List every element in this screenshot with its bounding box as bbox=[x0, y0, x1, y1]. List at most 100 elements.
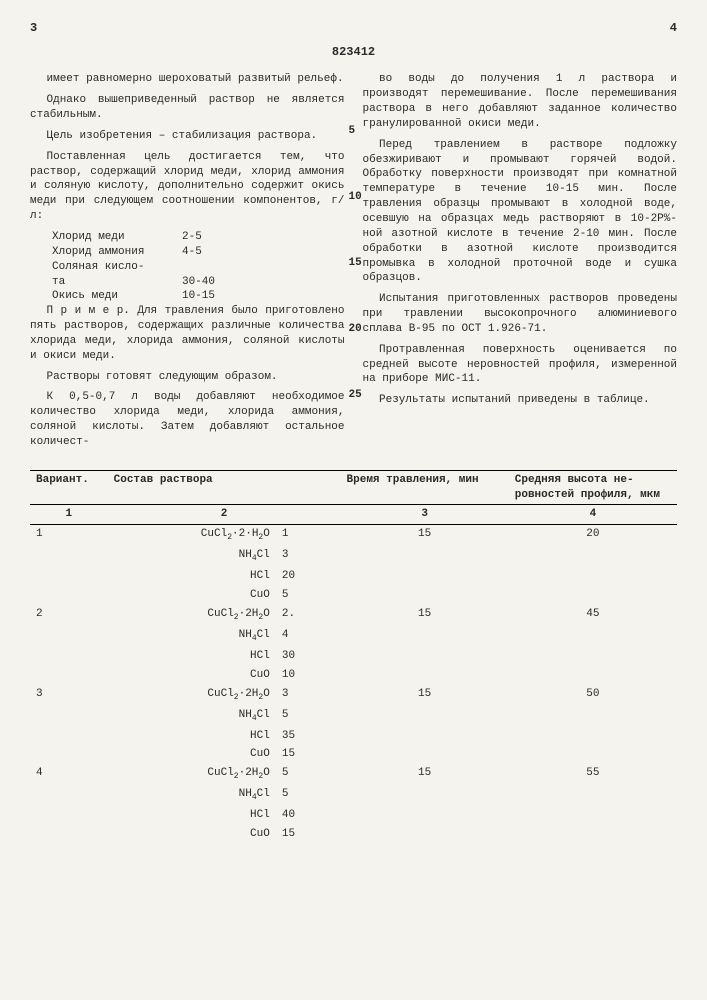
cell-time: 15 bbox=[341, 685, 509, 706]
table-row: NH4Cl5 bbox=[30, 706, 677, 727]
line-number: 20 bbox=[349, 322, 362, 337]
cell-variant bbox=[30, 647, 108, 666]
cell-variant bbox=[30, 567, 108, 586]
cell-formula: NH4Cl bbox=[108, 546, 276, 567]
cell-time bbox=[341, 666, 509, 685]
cell-amount: 30 bbox=[276, 647, 341, 666]
cell-time bbox=[341, 586, 509, 605]
cell-time bbox=[341, 825, 509, 844]
cell-variant bbox=[30, 825, 108, 844]
cell-height: 55 bbox=[509, 764, 677, 785]
para: Растворы готовят следующим образом. bbox=[30, 370, 345, 385]
document-number: 823412 bbox=[30, 44, 677, 60]
para: Поставленная цель достигается тем, что р… bbox=[30, 150, 345, 224]
cell-time: 15 bbox=[341, 764, 509, 785]
cell-height: 50 bbox=[509, 685, 677, 706]
line-number: 10 bbox=[349, 190, 362, 205]
cell-height bbox=[509, 567, 677, 586]
cell-amount: 3 bbox=[276, 685, 341, 706]
cell-amount: 2. bbox=[276, 605, 341, 626]
text-columns: имеет равномерно шероховатый развитый ре… bbox=[30, 72, 677, 455]
cell-time bbox=[341, 647, 509, 666]
cell-height: 20 bbox=[509, 525, 677, 546]
cell-time: 15 bbox=[341, 605, 509, 626]
cell-formula: HCl bbox=[108, 647, 276, 666]
cell-variant bbox=[30, 745, 108, 764]
cell-amount: 3 bbox=[276, 546, 341, 567]
para: имеет равномерно шероховатый развитый ре… bbox=[30, 72, 345, 87]
cell-variant: 1 bbox=[30, 525, 108, 546]
cell-amount: 5 bbox=[276, 586, 341, 605]
cell-height bbox=[509, 785, 677, 806]
right-column: 5 10 15 20 25 во воды до получения 1 л р… bbox=[363, 72, 678, 455]
cell-height bbox=[509, 647, 677, 666]
cell-height bbox=[509, 825, 677, 844]
table-row: CuO10 bbox=[30, 666, 677, 685]
table-row: HCl35 bbox=[30, 727, 677, 746]
table-row: 2CuCl2·2H2O2.1545 bbox=[30, 605, 677, 626]
cell-height bbox=[509, 727, 677, 746]
line-number: 5 bbox=[349, 124, 356, 139]
cell-time bbox=[341, 706, 509, 727]
cell-time bbox=[341, 727, 509, 746]
cell-variant: 4 bbox=[30, 764, 108, 785]
cell-height bbox=[509, 586, 677, 605]
cell-amount: 4 bbox=[276, 626, 341, 647]
cell-time bbox=[341, 626, 509, 647]
results-table: Вариант. Состав раствора Время травления… bbox=[30, 470, 677, 844]
para: Протравленная поверхность оценивается по… bbox=[363, 343, 678, 388]
cell-formula: CuO bbox=[108, 745, 276, 764]
cell-amount: 40 bbox=[276, 806, 341, 825]
cell-formula: NH4Cl bbox=[108, 626, 276, 647]
cell-height bbox=[509, 706, 677, 727]
table-row: 1CuCl2·2·H2O11520 bbox=[30, 525, 677, 546]
table-row: NH4Cl3 bbox=[30, 546, 677, 567]
left-column: имеет равномерно шероховатый развитый ре… bbox=[30, 72, 345, 455]
cell-formula: CuO bbox=[108, 586, 276, 605]
line-number: 25 bbox=[349, 388, 362, 403]
colnum: 2 bbox=[108, 505, 341, 525]
th-variant: Вариант. bbox=[30, 470, 108, 505]
cell-time: 15 bbox=[341, 525, 509, 546]
colnum: 1 bbox=[30, 505, 108, 525]
cell-height bbox=[509, 666, 677, 685]
cell-time bbox=[341, 546, 509, 567]
cell-amount: 15 bbox=[276, 745, 341, 764]
para: Испытания приготовленных растворов прове… bbox=[363, 292, 678, 337]
left-page-num: 3 bbox=[30, 20, 37, 36]
para: П р и м е р. Для травления было приготов… bbox=[30, 304, 345, 363]
cell-formula: HCl bbox=[108, 806, 276, 825]
para: Результаты испытаний приведены в таблице… bbox=[363, 393, 678, 408]
cell-variant bbox=[30, 785, 108, 806]
component-list: Хлорид меди2-5 Хлорид аммония4-5 Соляная… bbox=[52, 230, 345, 304]
para: Однако вышеприведенный раствор не являет… bbox=[30, 93, 345, 123]
para: Цель изобретения – стабилизация раствора… bbox=[30, 129, 345, 144]
cell-formula: CuO bbox=[108, 825, 276, 844]
table-row: NH4Cl5 bbox=[30, 785, 677, 806]
cell-height bbox=[509, 745, 677, 764]
cell-formula: NH4Cl bbox=[108, 785, 276, 806]
cell-formula: HCl bbox=[108, 567, 276, 586]
cell-variant bbox=[30, 727, 108, 746]
table-row: CuO15 bbox=[30, 745, 677, 764]
colnum: 4 bbox=[509, 505, 677, 525]
cell-time bbox=[341, 745, 509, 764]
table-row: CuO15 bbox=[30, 825, 677, 844]
cell-height: 45 bbox=[509, 605, 677, 626]
cell-variant bbox=[30, 586, 108, 605]
cell-height bbox=[509, 626, 677, 647]
cell-formula: CuCl2·2H2O bbox=[108, 685, 276, 706]
cell-amount: 20 bbox=[276, 567, 341, 586]
table-row: HCl20 bbox=[30, 567, 677, 586]
cell-variant bbox=[30, 666, 108, 685]
th-composition: Состав раствора bbox=[108, 470, 341, 505]
table-row: HCl30 bbox=[30, 647, 677, 666]
cell-variant: 2 bbox=[30, 605, 108, 626]
cell-variant bbox=[30, 626, 108, 647]
cell-formula: CuCl2·2·H2O bbox=[108, 525, 276, 546]
cell-amount: 15 bbox=[276, 825, 341, 844]
cell-variant bbox=[30, 706, 108, 727]
cell-amount: 35 bbox=[276, 727, 341, 746]
cell-variant: 3 bbox=[30, 685, 108, 706]
para: во воды до получения 1 л раствора и прои… bbox=[363, 72, 678, 131]
